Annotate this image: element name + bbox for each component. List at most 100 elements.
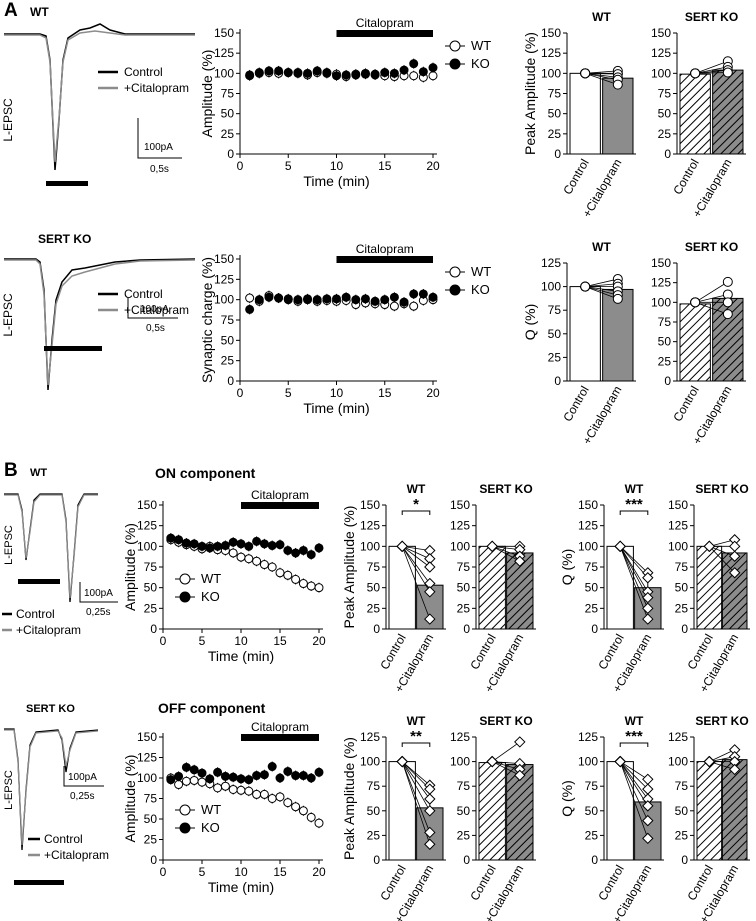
ko-data-point — [181, 762, 191, 772]
paired-point — [486, 755, 498, 768]
wt-data-point — [267, 562, 277, 572]
x-tick-label: 10 — [330, 386, 344, 400]
significance-bracket — [401, 510, 431, 515]
trace-title: WT — [30, 467, 47, 479]
y-tick-label: 0 — [591, 853, 598, 867]
paired-line — [619, 761, 649, 800]
paired-point — [642, 572, 654, 584]
y-tick-label: 75 — [548, 303, 562, 317]
y-tick-label: 150 — [137, 730, 157, 744]
paired-point — [642, 832, 654, 845]
wt-data-point — [213, 783, 223, 793]
y-tick-label: 50 — [221, 333, 235, 347]
paired-line — [401, 761, 431, 845]
paired-point — [722, 297, 733, 308]
y-tick-label: 50 — [658, 107, 672, 121]
y-tick-label: 125 — [360, 519, 380, 533]
paired-point — [728, 550, 741, 562]
legend-label: WT — [201, 802, 221, 817]
scale-time-label: 0,5s — [146, 323, 165, 334]
y-tick-label: 75 — [144, 792, 158, 806]
scale-time-label: 0,5s — [150, 164, 169, 175]
paired-line — [585, 286, 618, 300]
significance-label: *** — [625, 496, 643, 513]
chart-title: SERT KO — [695, 482, 748, 496]
paired-line — [401, 761, 431, 800]
y-tick-label: 50 — [457, 804, 471, 818]
ko-data-point — [245, 304, 255, 314]
ko-data-point — [245, 70, 255, 80]
ko-data-point — [306, 550, 316, 560]
ko-data-point — [322, 68, 332, 78]
paired-point — [703, 540, 716, 553]
paired-line — [619, 546, 649, 593]
paired-point — [703, 755, 716, 768]
ko-data-point — [418, 289, 428, 299]
scale-bar — [63, 766, 104, 787]
y-tick-label: 0 — [227, 374, 234, 388]
legend-label: WT — [471, 264, 491, 279]
x-tick-label: 0 — [237, 159, 244, 173]
paired-line — [585, 286, 618, 296]
paired-point — [642, 602, 654, 615]
ko-data-point — [181, 538, 191, 548]
stimulus-bar — [46, 181, 88, 186]
control-bar — [679, 303, 711, 382]
scale-pa-label: 100pA — [68, 772, 97, 783]
wt-data-point — [389, 301, 399, 311]
x-tick-label: 20 — [312, 865, 326, 879]
chart-a-wt-time-course: 0 25 50 75 100 125 150 0 5 10 15 20 Time (min) Amplit… — [199, 16, 491, 189]
y-tick-label: 0 — [150, 853, 157, 867]
y-tick-label: 25 — [658, 354, 672, 368]
ko-data-point — [293, 68, 303, 78]
y-tick-label: 25 — [585, 601, 599, 615]
wt-data-point — [259, 560, 269, 570]
legend-citalopram-label: +Citalopram — [124, 81, 189, 95]
chart-title: SERT KO — [479, 714, 532, 728]
legend-marker — [179, 804, 191, 816]
ko-data-point — [252, 536, 262, 546]
paired-point — [728, 540, 741, 553]
y-tick-label: 100 — [541, 66, 561, 80]
citalopram-bar — [602, 288, 634, 382]
y-tick-label: 150 — [137, 498, 157, 512]
paired-line — [695, 301, 728, 315]
paired-point — [690, 68, 701, 79]
legend-label: WT — [201, 571, 221, 586]
wt-data-point — [259, 789, 269, 799]
ko-data-point — [264, 66, 274, 76]
x-tick-label: 20 — [312, 634, 326, 648]
ko-data-point — [244, 775, 254, 785]
paired-point — [612, 293, 623, 304]
paired-line — [709, 545, 735, 557]
y-tick-label: 50 — [675, 804, 689, 818]
legend-citalopram-label: +Citalopram — [44, 848, 109, 862]
category-label-control: Control — [670, 157, 701, 198]
y-tick-label: 125 — [541, 256, 561, 270]
category-label-control: Control — [670, 384, 701, 425]
legend-marker — [179, 822, 191, 834]
paired-point — [424, 586, 436, 598]
ko-data-point — [303, 294, 313, 304]
y-tick-label: 75 — [585, 779, 599, 793]
y-tick-label: 125 — [137, 751, 157, 765]
ko-data-point — [341, 70, 351, 80]
ko-data-point — [370, 69, 380, 79]
legend-label: KO — [471, 282, 490, 297]
paired-point — [642, 800, 654, 812]
scale-bar — [127, 298, 178, 319]
ko-data-point — [252, 771, 262, 781]
y-tick-label: 50 — [675, 581, 689, 595]
paired-line — [585, 72, 618, 81]
trace-title: SERT KO — [38, 232, 91, 246]
paired-line — [401, 761, 431, 811]
y-tick-label: 125 — [668, 519, 688, 533]
control-bar — [569, 286, 601, 382]
y-tick-label: 50 — [367, 804, 381, 818]
y-tick-label: 100 — [137, 771, 157, 785]
l-epsc-label: L-EPSC — [1, 293, 15, 337]
off-component-title: OFF component — [158, 700, 266, 716]
